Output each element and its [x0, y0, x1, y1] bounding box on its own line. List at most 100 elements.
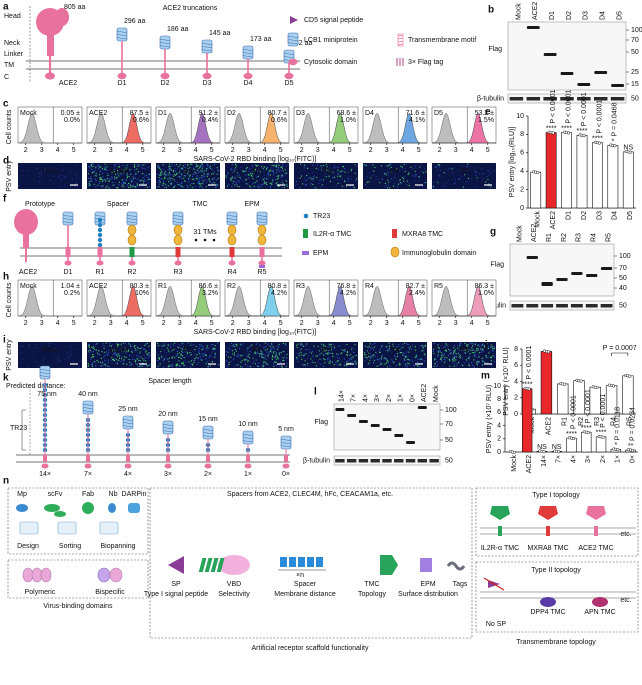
label: EPM	[244, 201, 259, 208]
cell	[99, 174, 101, 176]
cell	[189, 174, 191, 176]
nucleus	[42, 361, 44, 363]
cell	[199, 353, 201, 355]
cell	[263, 182, 265, 184]
nucleus	[166, 352, 168, 354]
tr23	[97, 227, 103, 233]
cell	[207, 366, 209, 368]
nucleus	[478, 361, 480, 363]
cell	[198, 177, 200, 179]
nucleus	[57, 360, 59, 362]
nucleus	[486, 175, 488, 177]
cell	[252, 178, 254, 180]
nucleus	[347, 180, 349, 182]
band	[543, 53, 557, 56]
cell	[136, 354, 138, 356]
nucleus	[369, 349, 371, 351]
cell	[392, 346, 394, 348]
label: 5	[348, 320, 352, 327]
cell	[475, 350, 478, 352]
cell	[158, 358, 161, 360]
nucleus	[376, 356, 378, 358]
cell	[194, 359, 196, 361]
nucleus	[58, 177, 60, 179]
cell	[408, 362, 410, 365]
cell	[138, 165, 140, 167]
sample-peak	[156, 285, 220, 317]
label: 4	[125, 147, 129, 154]
cell	[205, 363, 207, 365]
cell	[168, 172, 170, 174]
cell	[354, 172, 357, 174]
cell	[267, 363, 269, 365]
label: R2	[227, 283, 236, 290]
label: Nb	[109, 491, 118, 498]
cell	[181, 175, 183, 177]
cell	[246, 360, 248, 362]
nucleus	[145, 353, 147, 355]
shape	[22, 567, 34, 583]
cell	[181, 351, 184, 353]
cell	[195, 345, 197, 347]
type1-icon	[490, 506, 510, 520]
shape	[44, 504, 60, 512]
label: D3	[296, 110, 305, 117]
cell	[182, 165, 184, 167]
cell	[200, 356, 202, 358]
cell	[160, 172, 162, 174]
cell	[241, 344, 243, 346]
cell	[474, 354, 476, 356]
cell	[207, 361, 209, 363]
label: 4	[332, 320, 336, 327]
shape	[174, 260, 182, 266]
shape	[540, 597, 556, 607]
cell	[307, 167, 309, 169]
cell	[126, 363, 128, 365]
line	[159, 45, 171, 48]
cell	[342, 170, 344, 172]
nucleus	[275, 185, 277, 187]
cell	[467, 351, 469, 353]
nucleus	[235, 183, 237, 185]
cell	[233, 170, 235, 172]
cell	[183, 171, 185, 173]
cell	[114, 358, 117, 360]
line	[256, 218, 268, 221]
cell	[403, 180, 405, 182]
shape	[64, 260, 72, 266]
cell	[193, 167, 195, 169]
band	[394, 459, 404, 463]
cell	[178, 166, 180, 168]
nucleus	[120, 351, 122, 353]
nucleus	[22, 358, 24, 360]
label: 4.2%	[271, 290, 287, 297]
nucleus	[54, 347, 56, 349]
cell	[263, 177, 266, 179]
cell	[277, 175, 279, 177]
line	[162, 427, 174, 430]
cell	[390, 178, 393, 180]
cell	[109, 342, 111, 344]
cell	[105, 351, 107, 353]
nucleus	[76, 176, 78, 178]
cell	[481, 357, 483, 359]
cell	[114, 178, 116, 180]
cell	[252, 173, 254, 175]
nucleus	[44, 168, 46, 170]
nucleus	[217, 171, 219, 173]
nucleus	[474, 343, 475, 345]
cell	[385, 362, 388, 364]
cell	[228, 361, 230, 364]
cell	[179, 176, 181, 178]
label: 3	[109, 320, 113, 327]
cell	[198, 347, 200, 350]
cell	[418, 175, 420, 178]
label: 186 aa	[167, 26, 189, 33]
cell	[373, 354, 375, 356]
cell	[169, 165, 171, 168]
nucleus	[307, 354, 309, 356]
cell	[112, 184, 114, 186]
cell	[370, 357, 372, 359]
nucleus	[246, 356, 248, 358]
